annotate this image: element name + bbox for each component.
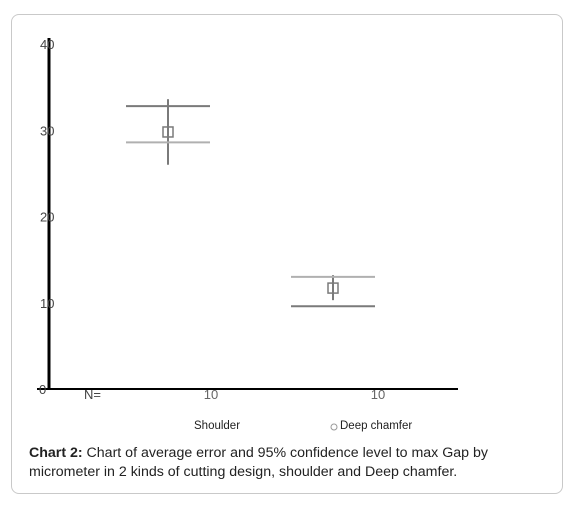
legend-label: Deep chamfer	[340, 420, 412, 432]
legend-marker-icon	[330, 423, 338, 431]
y-tick-label: 20	[40, 210, 54, 225]
n-value-label: 10	[204, 387, 218, 402]
chart-frame	[11, 14, 563, 494]
mean-marker	[327, 282, 339, 294]
chart-axes	[37, 38, 458, 390]
n-label: N=	[84, 387, 101, 402]
error-bar-chart: 0 10 20 30 40 N= 10 10 Shoulder Deep chamfer	[37, 37, 458, 432]
y-tick-label: 0	[39, 382, 46, 397]
caption-label: Chart 2:	[29, 445, 83, 461]
chart-marks	[126, 99, 375, 308]
caption-text: Chart of average error and 95% confidenc…	[29, 445, 488, 480]
legend-label: Shoulder	[194, 420, 240, 432]
error-bar-group	[291, 275, 375, 308]
y-tick-label: 30	[40, 123, 54, 138]
chart-labels: 0 10 20 30 40 N= 10 10 Shoulder Deep chamfer	[39, 37, 412, 432]
n-value-label: 10	[371, 387, 385, 402]
error-bar-group	[126, 99, 210, 165]
y-tick-label: 10	[40, 296, 54, 311]
mean-marker	[162, 126, 174, 138]
y-tick-label: 40	[40, 37, 54, 52]
chart-caption: Chart 2: Chart of average error and 95% …	[29, 444, 555, 482]
